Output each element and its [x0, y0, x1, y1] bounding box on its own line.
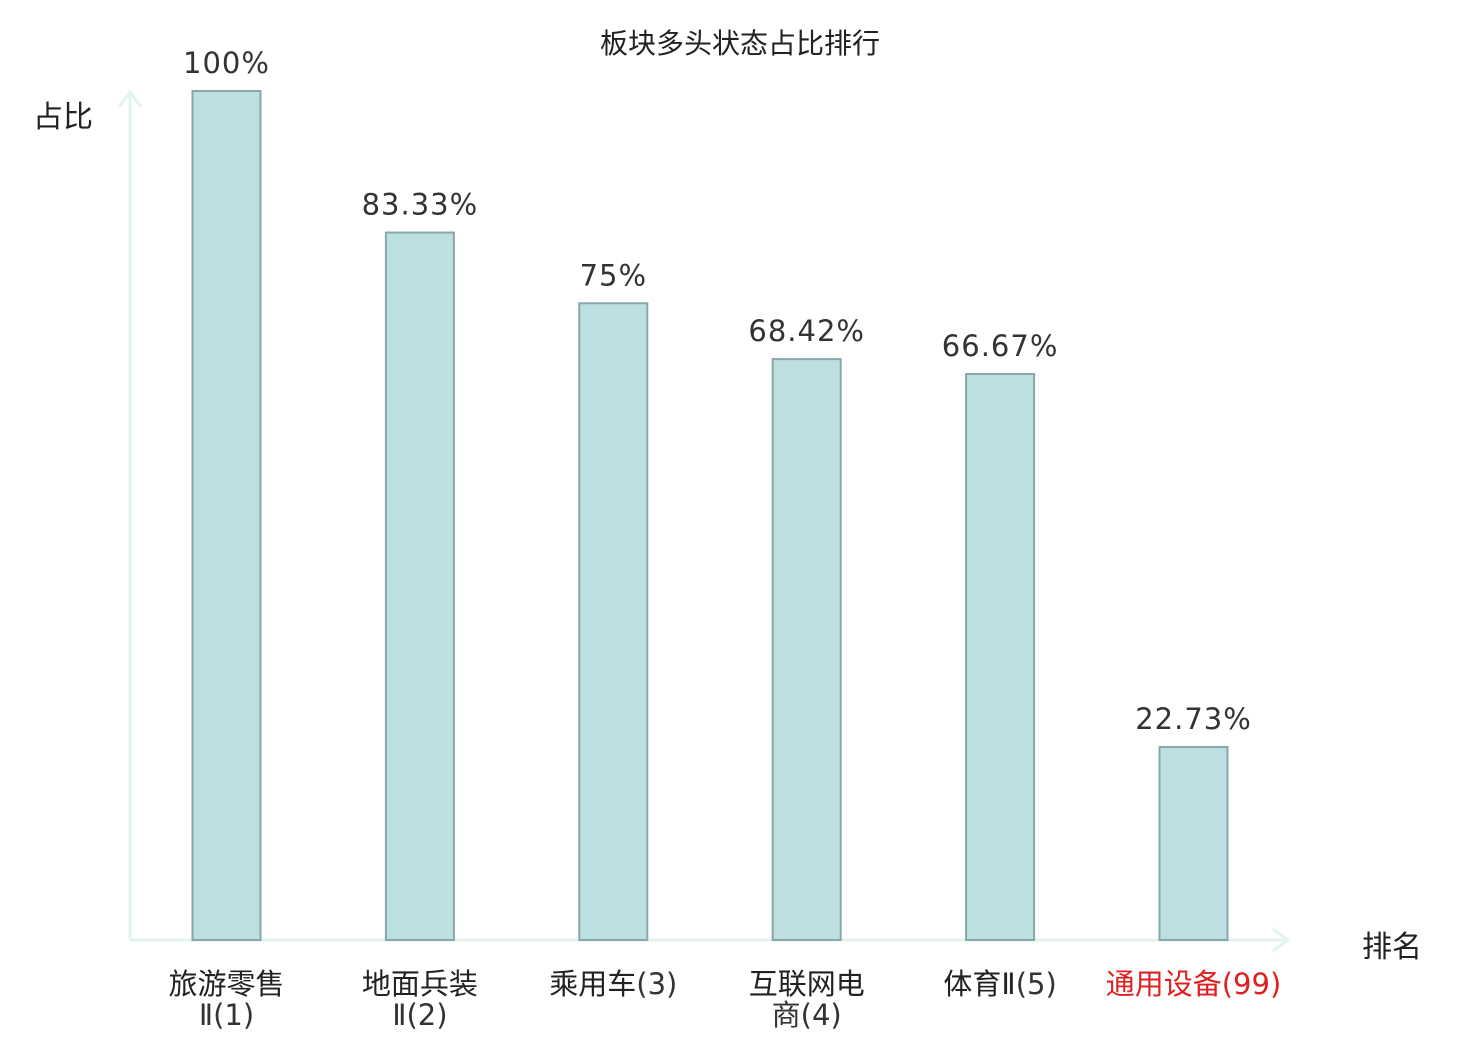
bar [191, 90, 262, 941]
bar [965, 372, 1036, 942]
chart-title: 板块多头状态占比排行 [599, 27, 880, 60]
y-axis-arrow [117, 89, 143, 108]
data-label: 83.33% [362, 188, 479, 222]
y-axis-label: 占比 [33, 100, 93, 135]
x-tick-label-line2: 商(4) [772, 998, 842, 1032]
x-tick-label: 乘用车(3) [549, 967, 677, 1001]
bar [384, 231, 455, 941]
x-tick-label-line2: Ⅱ(2) [392, 998, 447, 1032]
x-tick-label: 互联网电 [749, 967, 865, 1001]
x-axis-label: 排名 [1362, 930, 1422, 965]
bar [578, 302, 649, 941]
x-tick-label: 体育Ⅱ(5) [943, 967, 1056, 1001]
x-tick-label-line2: Ⅱ(1) [199, 998, 254, 1032]
x-tick-label: 旅游零售 [168, 967, 284, 1001]
x-tick-label: 地面兵装 [362, 967, 478, 1001]
x-tick-label: 通用设备(99) [1106, 967, 1282, 1001]
bar [771, 358, 842, 941]
data-label: 75% [580, 258, 647, 292]
data-label: 66.67% [942, 329, 1059, 363]
bar [1158, 746, 1229, 941]
data-label: 22.73% [1135, 702, 1252, 736]
data-label: 100% [183, 46, 270, 80]
data-label: 68.42% [748, 314, 865, 348]
x-axis-arrow [1272, 927, 1291, 953]
